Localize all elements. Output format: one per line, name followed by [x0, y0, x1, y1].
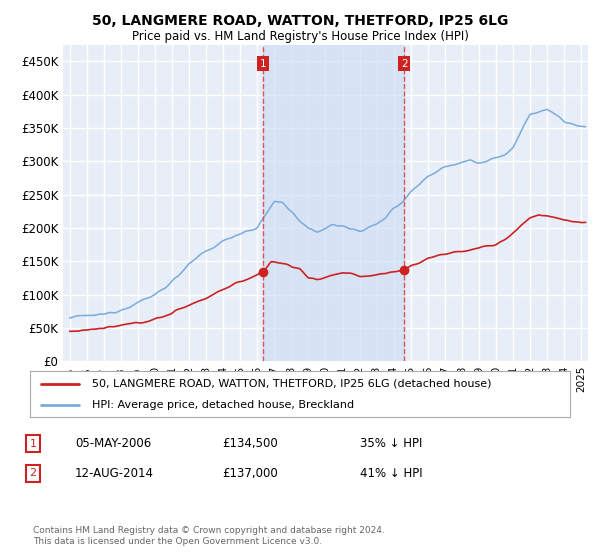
Text: £137,000: £137,000 [222, 466, 278, 480]
Text: 50, LANGMERE ROAD, WATTON, THETFORD, IP25 6LG (detached house): 50, LANGMERE ROAD, WATTON, THETFORD, IP2… [92, 379, 491, 389]
Text: 50, LANGMERE ROAD, WATTON, THETFORD, IP25 6LG: 50, LANGMERE ROAD, WATTON, THETFORD, IP2… [92, 14, 508, 28]
Text: 2: 2 [29, 468, 37, 478]
Text: Price paid vs. HM Land Registry's House Price Index (HPI): Price paid vs. HM Land Registry's House … [131, 30, 469, 43]
Text: HPI: Average price, detached house, Breckland: HPI: Average price, detached house, Brec… [92, 400, 354, 410]
Bar [263, 45, 404, 361]
Text: 1: 1 [260, 59, 266, 69]
Text: Contains HM Land Registry data © Crown copyright and database right 2024.
This d: Contains HM Land Registry data © Crown c… [33, 526, 385, 546]
Text: 05-MAY-2006: 05-MAY-2006 [75, 437, 151, 450]
Text: 35% ↓ HPI: 35% ↓ HPI [360, 437, 422, 450]
Text: 41% ↓ HPI: 41% ↓ HPI [360, 466, 422, 480]
Text: 12-AUG-2014: 12-AUG-2014 [75, 466, 154, 480]
Text: £134,500: £134,500 [222, 437, 278, 450]
Text: 1: 1 [29, 438, 37, 449]
Text: 2: 2 [401, 59, 407, 69]
